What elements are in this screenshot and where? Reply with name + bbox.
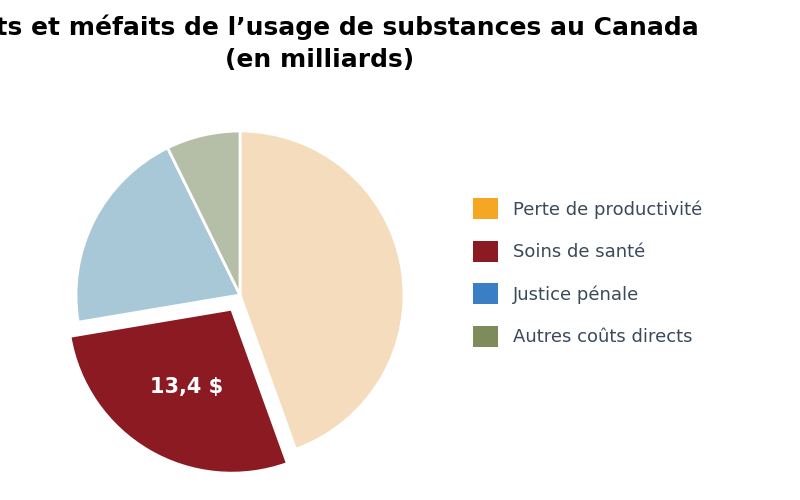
Wedge shape: [168, 131, 240, 295]
Legend: Perte de productivité, Soins de santé, Justice pénale, Autres coûts directs: Perte de productivité, Soins de santé, J…: [473, 198, 702, 346]
Wedge shape: [70, 309, 287, 473]
Wedge shape: [76, 148, 240, 322]
Text: 13,4 $: 13,4 $: [150, 377, 222, 397]
Wedge shape: [240, 131, 404, 450]
Text: Coûts et méfaits de l’usage de substances au Canada
(en milliards): Coûts et méfaits de l’usage de substance…: [0, 15, 698, 72]
